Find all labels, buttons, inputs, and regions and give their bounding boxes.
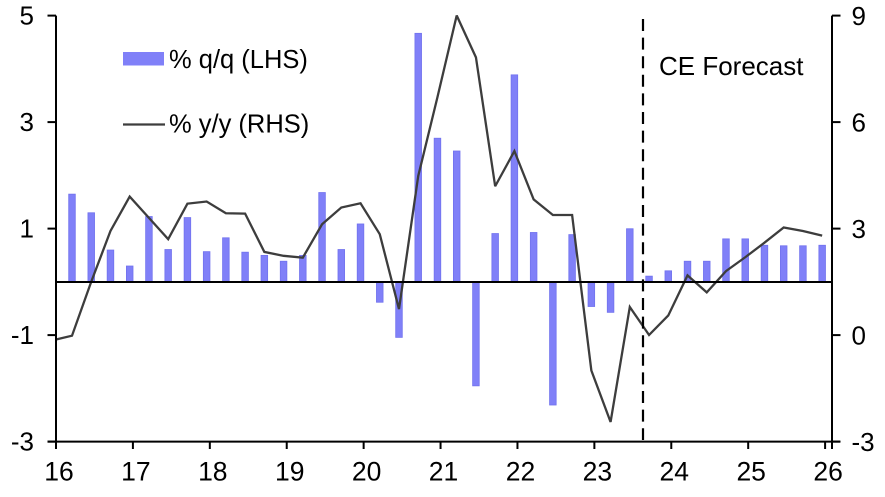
svg-text:20: 20 xyxy=(352,457,381,487)
svg-text:16: 16 xyxy=(44,457,73,487)
svg-text:17: 17 xyxy=(121,457,150,487)
svg-text:3: 3 xyxy=(852,214,866,244)
svg-text:6: 6 xyxy=(852,107,866,137)
svg-text:22: 22 xyxy=(506,457,535,487)
svg-text:CE Forecast: CE Forecast xyxy=(659,51,804,81)
svg-text:5: 5 xyxy=(20,1,34,31)
svg-text:19: 19 xyxy=(275,457,304,487)
svg-text:18: 18 xyxy=(198,457,227,487)
svg-text:25: 25 xyxy=(736,457,765,487)
svg-text:23: 23 xyxy=(583,457,612,487)
svg-text:% q/q (LHS): % q/q (LHS) xyxy=(169,46,308,74)
svg-text:24: 24 xyxy=(660,457,689,487)
svg-text:-3: -3 xyxy=(11,427,34,457)
svg-text:9: 9 xyxy=(852,1,866,31)
svg-text:% y/y (RHS): % y/y (RHS) xyxy=(169,110,309,138)
svg-text:-1: -1 xyxy=(11,320,34,350)
svg-text:26: 26 xyxy=(813,457,842,487)
svg-text:0: 0 xyxy=(852,320,866,350)
svg-text:1: 1 xyxy=(20,214,34,244)
svg-text:21: 21 xyxy=(429,457,458,487)
svg-text:-3: -3 xyxy=(852,427,875,457)
svg-text:3: 3 xyxy=(20,107,34,137)
